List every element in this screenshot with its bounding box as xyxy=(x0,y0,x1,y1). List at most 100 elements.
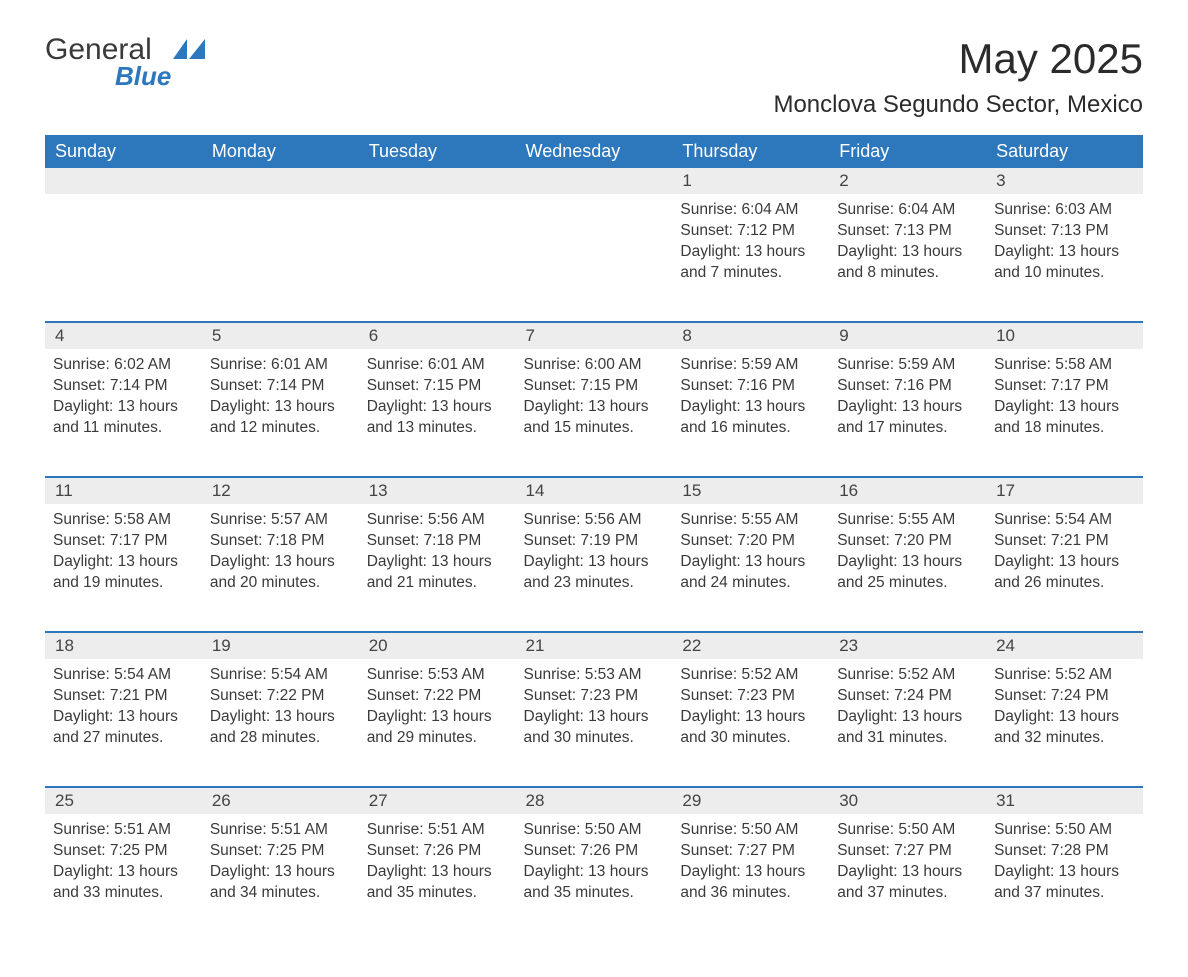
sunset-line: Sunset: 7:16 PM xyxy=(680,376,821,397)
day-number: 28 xyxy=(516,787,673,814)
weekday-header: Sunday xyxy=(45,135,202,168)
sunset-line: Sunset: 7:20 PM xyxy=(837,531,978,552)
day-number: 25 xyxy=(45,787,202,814)
sunrise-line: Sunrise: 5:50 AM xyxy=(524,820,665,841)
daylight-line: Daylight: 13 hours and 27 minutes. xyxy=(53,707,194,749)
sunrise-line: Sunrise: 5:51 AM xyxy=(210,820,351,841)
day-number: 21 xyxy=(516,632,673,659)
daylight-line: Daylight: 13 hours and 35 minutes. xyxy=(367,862,508,904)
daylight-line: Daylight: 13 hours and 19 minutes. xyxy=(53,552,194,594)
sunrise-line: Sunrise: 6:03 AM xyxy=(994,200,1135,221)
day-number xyxy=(359,168,516,194)
sunrise-line: Sunrise: 5:52 AM xyxy=(837,665,978,686)
day-number: 12 xyxy=(202,477,359,504)
day-cell: Sunrise: 5:52 AMSunset: 7:23 PMDaylight:… xyxy=(672,659,829,787)
day-cell: Sunrise: 6:00 AMSunset: 7:15 PMDaylight:… xyxy=(516,349,673,477)
sunrise-line: Sunrise: 6:02 AM xyxy=(53,355,194,376)
day-cell: Sunrise: 6:04 AMSunset: 7:12 PMDaylight:… xyxy=(672,194,829,322)
day-number: 13 xyxy=(359,477,516,504)
sunset-line: Sunset: 7:22 PM xyxy=(210,686,351,707)
day-number xyxy=(202,168,359,194)
day-cell: Sunrise: 5:51 AMSunset: 7:25 PMDaylight:… xyxy=(202,814,359,942)
sunrise-line: Sunrise: 5:52 AM xyxy=(994,665,1135,686)
sunrise-line: Sunrise: 6:00 AM xyxy=(524,355,665,376)
sunrise-line: Sunrise: 5:57 AM xyxy=(210,510,351,531)
day-cell xyxy=(359,194,516,322)
triangle-icon xyxy=(173,39,207,68)
sunrise-line: Sunrise: 5:51 AM xyxy=(53,820,194,841)
daylight-line: Daylight: 13 hours and 23 minutes. xyxy=(524,552,665,594)
day-number: 20 xyxy=(359,632,516,659)
daylight-line: Daylight: 13 hours and 15 minutes. xyxy=(524,397,665,439)
sunrise-line: Sunrise: 5:58 AM xyxy=(53,510,194,531)
day-cell: Sunrise: 5:50 AMSunset: 7:28 PMDaylight:… xyxy=(986,814,1143,942)
calendar-body: 12 3 Sunrise: 6:04 AMSunset: 7:12 PMDaylig… xyxy=(45,168,1143,942)
sunset-line: Sunset: 7:22 PM xyxy=(367,686,508,707)
daylight-line: Daylight: 13 hours and 33 minutes. xyxy=(53,862,194,904)
daylight-line: Daylight: 13 hours and 30 minutes. xyxy=(524,707,665,749)
daylight-line: Daylight: 13 hours and 10 minutes. xyxy=(994,242,1135,284)
day-cell: Sunrise: 5:56 AMSunset: 7:18 PMDaylight:… xyxy=(359,504,516,632)
day-cell: Sunrise: 5:59 AMSunset: 7:16 PMDaylight:… xyxy=(829,349,986,477)
day-content-row: Sunrise: 6:02 AMSunset: 7:14 PMDaylight:… xyxy=(45,349,1143,477)
day-number: 4 xyxy=(45,322,202,349)
day-cell: Sunrise: 5:56 AMSunset: 7:19 PMDaylight:… xyxy=(516,504,673,632)
sunrise-line: Sunrise: 5:56 AM xyxy=(367,510,508,531)
sunset-line: Sunset: 7:23 PM xyxy=(680,686,821,707)
day-number: 19 xyxy=(202,632,359,659)
day-cell xyxy=(202,194,359,322)
day-number-row: 18192021222324 xyxy=(45,632,1143,659)
day-cell: Sunrise: 6:02 AMSunset: 7:14 PMDaylight:… xyxy=(45,349,202,477)
sunrise-line: Sunrise: 5:50 AM xyxy=(680,820,821,841)
day-number xyxy=(516,168,673,194)
day-number: 5 xyxy=(202,322,359,349)
day-number: 17 xyxy=(986,477,1143,504)
sunset-line: Sunset: 7:15 PM xyxy=(367,376,508,397)
day-number: 6 xyxy=(359,322,516,349)
sunset-line: Sunset: 7:15 PM xyxy=(524,376,665,397)
day-cell: Sunrise: 5:59 AMSunset: 7:16 PMDaylight:… xyxy=(672,349,829,477)
sunrise-line: Sunrise: 5:50 AM xyxy=(994,820,1135,841)
daylight-line: Daylight: 13 hours and 31 minutes. xyxy=(837,707,978,749)
day-cell: Sunrise: 6:01 AMSunset: 7:14 PMDaylight:… xyxy=(202,349,359,477)
sunset-line: Sunset: 7:25 PM xyxy=(53,841,194,862)
day-number: 18 xyxy=(45,632,202,659)
daylight-line: Daylight: 13 hours and 34 minutes. xyxy=(210,862,351,904)
sunrise-line: Sunrise: 5:58 AM xyxy=(994,355,1135,376)
sunrise-line: Sunrise: 5:56 AM xyxy=(524,510,665,531)
day-cell: Sunrise: 5:52 AMSunset: 7:24 PMDaylight:… xyxy=(986,659,1143,787)
sunset-line: Sunset: 7:19 PM xyxy=(524,531,665,552)
sunset-line: Sunset: 7:17 PM xyxy=(994,376,1135,397)
daylight-line: Daylight: 13 hours and 21 minutes. xyxy=(367,552,508,594)
day-cell: Sunrise: 5:54 AMSunset: 7:21 PMDaylight:… xyxy=(986,504,1143,632)
sunrise-line: Sunrise: 5:54 AM xyxy=(994,510,1135,531)
day-cell: Sunrise: 6:04 AMSunset: 7:13 PMDaylight:… xyxy=(829,194,986,322)
day-number: 24 xyxy=(986,632,1143,659)
sunset-line: Sunset: 7:21 PM xyxy=(994,531,1135,552)
sunset-line: Sunset: 7:18 PM xyxy=(210,531,351,552)
daylight-line: Daylight: 13 hours and 36 minutes. xyxy=(680,862,821,904)
day-cell: Sunrise: 5:50 AMSunset: 7:27 PMDaylight:… xyxy=(672,814,829,942)
daylight-line: Daylight: 13 hours and 25 minutes. xyxy=(837,552,978,594)
day-number xyxy=(45,168,202,194)
sunrise-line: Sunrise: 5:54 AM xyxy=(210,665,351,686)
sunset-line: Sunset: 7:16 PM xyxy=(837,376,978,397)
weekday-header: Saturday xyxy=(986,135,1143,168)
weekday-header: Thursday xyxy=(672,135,829,168)
day-cell xyxy=(45,194,202,322)
sunrise-line: Sunrise: 5:53 AM xyxy=(367,665,508,686)
day-number: 2 xyxy=(829,168,986,194)
day-number: 15 xyxy=(672,477,829,504)
sunrise-line: Sunrise: 6:04 AM xyxy=(837,200,978,221)
day-number: 27 xyxy=(359,787,516,814)
day-cell: Sunrise: 5:50 AMSunset: 7:27 PMDaylight:… xyxy=(829,814,986,942)
sunset-line: Sunset: 7:27 PM xyxy=(837,841,978,862)
daylight-line: Daylight: 13 hours and 35 minutes. xyxy=(524,862,665,904)
calendar-table: Sunday Monday Tuesday Wednesday Thursday… xyxy=(45,135,1143,942)
sunset-line: Sunset: 7:20 PM xyxy=(680,531,821,552)
day-content-row: Sunrise: 6:04 AMSunset: 7:12 PMDaylight:… xyxy=(45,194,1143,322)
daylight-line: Daylight: 13 hours and 24 minutes. xyxy=(680,552,821,594)
weekday-header: Wednesday xyxy=(516,135,673,168)
day-number: 3 xyxy=(986,168,1143,194)
weekday-header-row: Sunday Monday Tuesday Wednesday Thursday… xyxy=(45,135,1143,168)
